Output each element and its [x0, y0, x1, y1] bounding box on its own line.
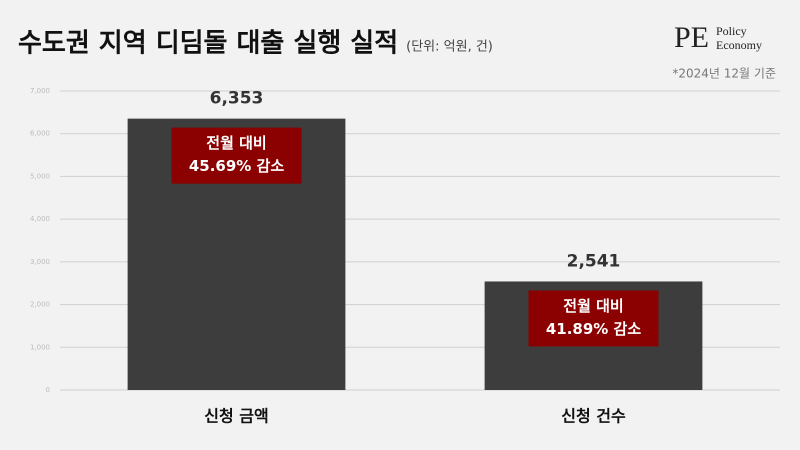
logo-text: Policy	[716, 24, 747, 38]
chart-title: 수도권 지역 디딤돌 대출 실행 실적	[18, 29, 398, 59]
value-label: 2,541	[567, 251, 621, 271]
annotation-text: 전월 대비	[206, 134, 266, 152]
y-tick-label: 2,000	[30, 301, 50, 309]
y-tick-label: 0	[46, 386, 50, 394]
logo-mark: PE	[674, 21, 709, 54]
value-label: 6,353	[210, 89, 264, 109]
annotation-text: 45.69% 감소	[189, 157, 284, 175]
annotation-text: 전월 대비	[563, 297, 623, 315]
chart-subtitle: (단위: 억원, 건)	[406, 40, 493, 55]
y-tick-label: 7,000	[30, 87, 50, 95]
annotation-text: 41.89% 감소	[546, 320, 641, 338]
x-tick-label: 신청 금액	[204, 407, 268, 426]
y-tick-label: 3,000	[30, 258, 50, 266]
logo-text: Economy	[716, 38, 762, 52]
annotation-box	[528, 290, 659, 347]
note: *2024년 12월 기준	[672, 67, 776, 81]
y-tick-label: 6,000	[30, 130, 50, 138]
y-tick-label: 1,000	[30, 343, 50, 351]
logo: PE Policy Economy	[674, 21, 762, 54]
y-tick-label: 4,000	[30, 215, 50, 223]
x-tick-label: 신청 건수	[561, 407, 626, 426]
annotation-box	[171, 127, 302, 184]
y-tick-label: 5,000	[30, 172, 50, 180]
